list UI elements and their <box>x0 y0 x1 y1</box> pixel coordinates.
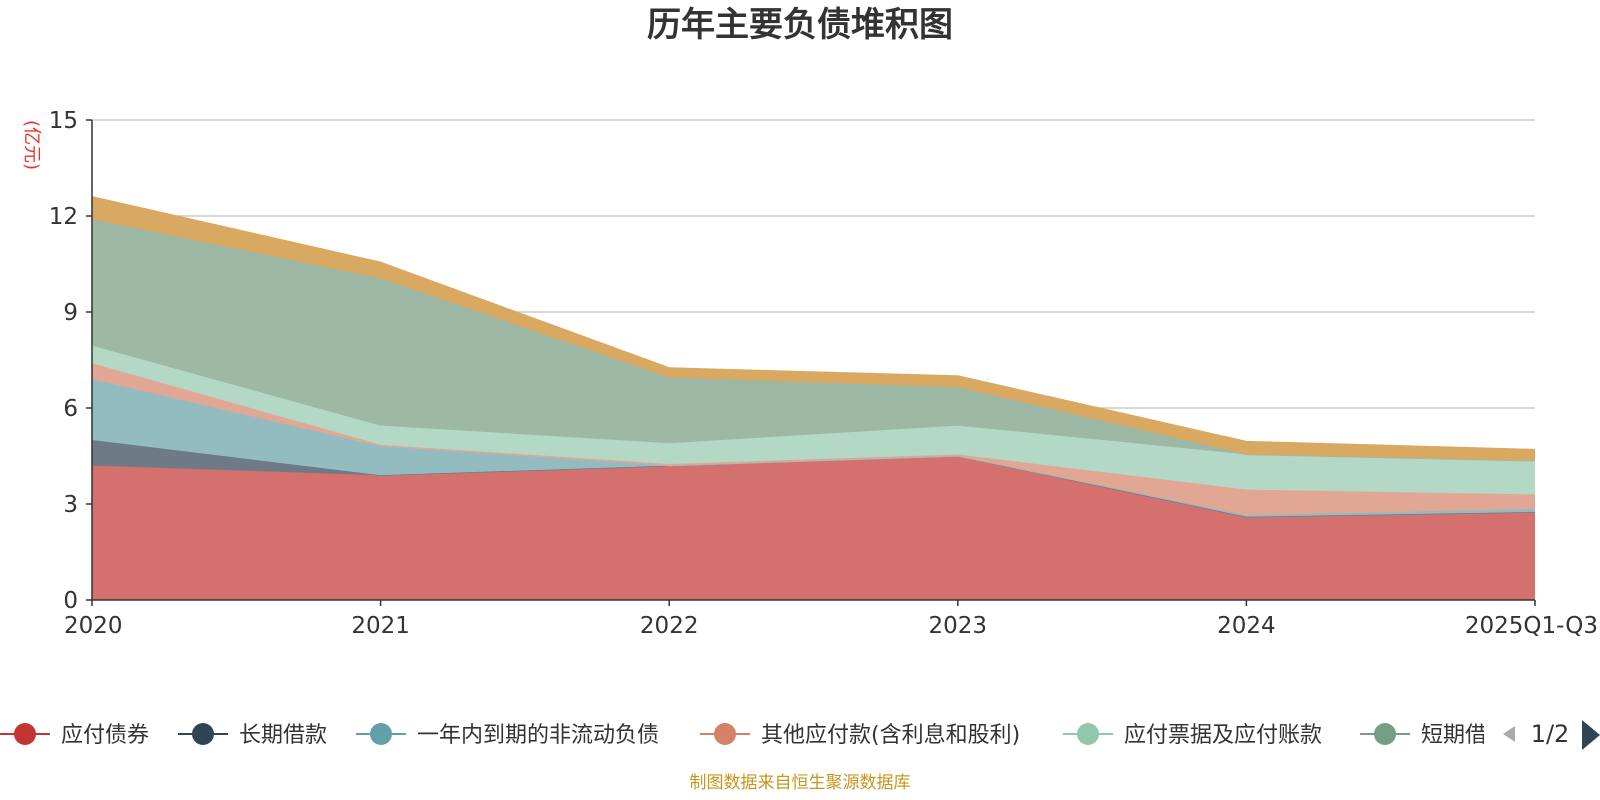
legend-item[interactable]: 其他应付款(含利息和股利) <box>700 723 1020 748</box>
legend-item[interactable]: 一年内到期的非流动负债 <box>356 723 659 748</box>
x-tick-label: 2023 <box>929 613 988 639</box>
x-tick-label: 2020 <box>64 613 123 639</box>
legend-pager[interactable]: 1/2 <box>1503 720 1600 750</box>
area-5 <box>92 345 1535 495</box>
legend-page-indicator: 1/2 <box>1531 720 1570 748</box>
y-tick-label: 0 <box>63 588 78 614</box>
y-tick-label: 12 <box>49 204 78 230</box>
legend-item[interactable]: 应付债券 <box>0 723 149 748</box>
y-axis-unit-label: (亿元) <box>21 120 42 170</box>
legend-label: 短期借款 <box>1421 723 1509 748</box>
legend-marker-icon <box>1374 723 1396 745</box>
legend-marker-icon <box>1077 723 1099 745</box>
legend-next-arrow-icon[interactable] <box>1582 720 1600 750</box>
legend-label: 应付票据及应付账款 <box>1124 723 1322 748</box>
y-tick-label: 3 <box>63 492 78 518</box>
legend-prev-arrow-icon[interactable] <box>1503 726 1515 742</box>
area-line-7 <box>91 196 1536 451</box>
area-series <box>91 196 1536 600</box>
y-tick-label: 6 <box>63 396 78 422</box>
legend-label: 应付债券 <box>61 723 149 748</box>
area-4 <box>92 363 1535 516</box>
legend-marker-icon <box>14 723 36 745</box>
x-tick-label: 2021 <box>351 613 410 639</box>
area-3 <box>92 379 1535 517</box>
legend-marker-icon <box>370 723 392 745</box>
axes: 0 3 6 9 12 15 2020 2021 2022 2023 2024 2025Q1-Q3 <box>49 108 1598 639</box>
x-tick-label: 2024 <box>1217 613 1276 639</box>
area-6 <box>92 219 1535 461</box>
area-1 <box>92 456 1535 600</box>
legend-label: 一年内到期的非流动负债 <box>417 723 659 748</box>
legend-item[interactable]: 短期借款 <box>1360 723 1509 748</box>
x-tick-label: 2022 <box>640 613 699 639</box>
y-tick-label: 15 <box>49 108 78 134</box>
chart-title: 历年主要负债堆积图 <box>647 5 953 45</box>
x-tick-label: 2025Q1-Q3 <box>1465 613 1598 639</box>
legend-label: 长期借款 <box>239 723 327 748</box>
legend-items: 应付债券 长期借款 一年内到期的非流动负债 其他应付款(含利息和股利) 应付票据及应付账… <box>0 723 1509 748</box>
legend-item[interactable]: 长期借款 <box>178 723 327 748</box>
legend: 应付债券 长期借款 一年内到期的非流动负债 其他应付款(含利息和股利) 应付票据及应付账… <box>0 723 1509 748</box>
y-tick-label: 9 <box>63 300 78 326</box>
legend-item[interactable]: 应付票据及应付账款 <box>1063 723 1322 748</box>
legend-marker-icon <box>192 723 214 745</box>
legend-label: 其他应付款(含利息和股利) <box>761 723 1020 748</box>
data-source-footer: 制图数据来自恒生聚源数据库 <box>690 773 911 793</box>
legend-marker-icon <box>714 723 736 745</box>
